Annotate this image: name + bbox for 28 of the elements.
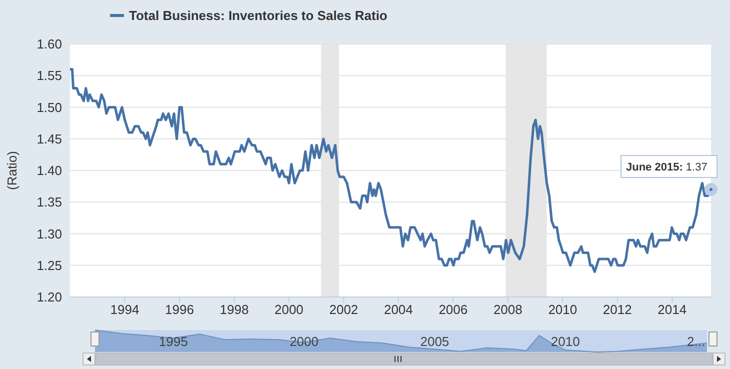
annotation: June 2015: 1.37 [626,161,708,174]
legend-label: Total Business: Inventories to Sales Ratio [128,8,388,23]
y-tick-label: 1.30 [36,226,62,242]
y-axis-title: (Ratio) [4,150,20,190]
x-tick-label: 1996 [165,302,194,318]
x-tick-label: 2010 [548,302,578,318]
y-tick-label: 1.40 [36,163,62,178]
x-tick-label: 2000 [274,302,304,318]
y-tick-label: 1.25 [36,258,62,273]
y-tick-label: 1.50 [36,100,62,115]
y-tick-label: 1.35 [36,194,62,210]
y-tick-label: 1.20 [36,290,62,305]
y-tick-label: 1.60 [36,36,62,52]
x-tick-label: 1998 [220,302,249,318]
x-tick-label: 2002 [329,302,358,318]
x-tick-label: 2... [686,334,706,349]
x-tick-label: 1994 [110,302,140,318]
x-tick-label: 2010 [550,334,580,349]
y-tick-label: 1.55 [36,68,62,84]
x-tick-label: 2000 [290,334,319,349]
x-tick-label: 1995 [158,334,188,349]
x-tick-label: 2006 [438,302,468,318]
x-tick-label: 2008 [493,302,522,318]
x-tick-label: 2005 [420,334,450,349]
y-tick-label: 1.45 [36,131,62,146]
x-tick-label: 2014 [658,302,687,318]
x-tick-label: 2012 [602,302,632,318]
x-tick-label: 2004 [384,302,413,318]
